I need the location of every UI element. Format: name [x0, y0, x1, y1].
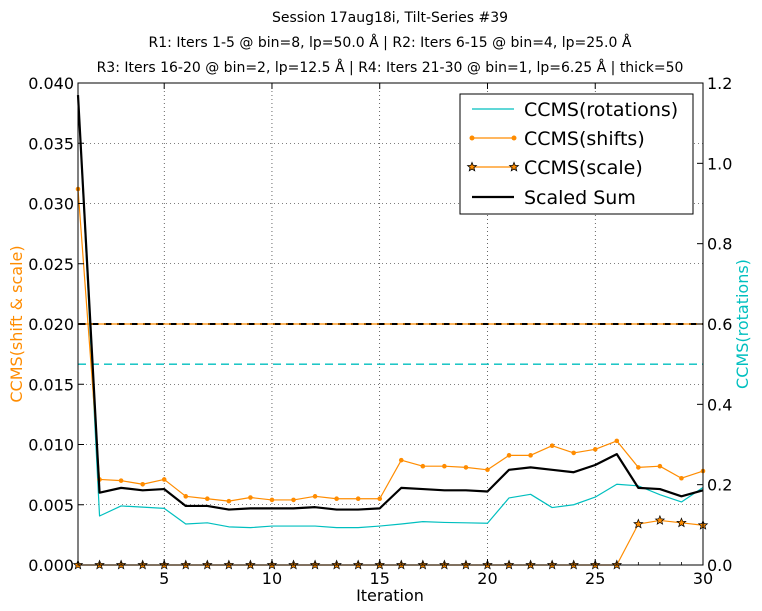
shifts-point: [636, 465, 641, 470]
shifts-point: [226, 498, 232, 504]
series-0: [77, 95, 704, 529]
y-left-tick-label: 0.005: [28, 496, 74, 515]
legend-label-sum: Scaled Sum: [524, 187, 636, 209]
y-right-tick-label: 0.2: [707, 476, 732, 495]
legend-label-rotations: CCMS(rotations): [524, 99, 678, 121]
y-left-tick-label: 0.025: [28, 255, 74, 274]
y-left-tick-label: 0.010: [28, 436, 74, 455]
series-1: [75, 186, 706, 504]
y-left-tick-label: 0.020: [28, 315, 74, 334]
shifts-point: [679, 475, 684, 481]
left-axis-label: CCMS(shift & scale): [7, 245, 26, 402]
shifts-point: [592, 447, 598, 452]
x-tick-label: 20: [477, 569, 497, 588]
shifts-point: [377, 496, 383, 502]
chart-title-line-1: Session 17aug18i, Tilt-Series #39: [272, 10, 508, 26]
shifts-point: [614, 438, 620, 444]
y-left-tick-label: 0.000: [28, 556, 74, 575]
y-right-tick-label: 1.0: [707, 154, 732, 173]
legend-label-shifts: CCMS(shifts): [524, 128, 645, 150]
y-left-tick-label: 0.030: [28, 195, 74, 214]
shifts-point: [485, 467, 490, 473]
y-right-tick-label: 0.4: [707, 395, 732, 414]
legend-swatch-shifts-marker-2: [511, 135, 517, 141]
x-tick-label: 25: [585, 569, 605, 588]
x-tick-label: 5: [159, 569, 169, 588]
shifts-point: [140, 481, 145, 487]
y-right-tick-label: 0.8: [707, 235, 732, 254]
shifts-point: [161, 477, 167, 482]
shifts-point: [571, 450, 576, 456]
legend-box: [459, 93, 694, 215]
shifts-point: [657, 463, 663, 469]
chart-title-line-3: R3: Iters 16-20 @ bin=2, lp=12.5 Å | R4:…: [97, 59, 684, 76]
legend: CCMS(rotations) CCMS(shifts) CCMS(scale)…: [459, 93, 694, 215]
shifts-point: [420, 463, 426, 469]
y-left-tick-label: 0.015: [28, 375, 74, 394]
x-tick-label: 10: [262, 569, 282, 588]
right-axis-label: CCMS(rotations): [733, 259, 752, 389]
y-right-tick-label: 1.2: [707, 74, 732, 93]
series-line-2: [78, 519, 704, 566]
shifts-point: [205, 496, 210, 502]
x-tick-label: 30: [693, 569, 713, 588]
shifts-point: [248, 495, 253, 500]
y-left-tick-label: 0.035: [28, 134, 74, 153]
shifts-point: [549, 443, 555, 449]
shifts-point: [528, 453, 533, 458]
legend-swatch-shifts-marker-1: [469, 135, 475, 141]
x-axis-label: Iteration: [356, 586, 424, 605]
series-3: [76, 94, 704, 511]
shifts-point: [463, 465, 469, 470]
shifts-point: [506, 453, 512, 458]
shifts-point: [355, 496, 361, 502]
scale-point: [633, 518, 644, 529]
shifts-point: [398, 457, 404, 463]
y-right-tick-label: 0.6: [707, 315, 732, 334]
shifts-point: [183, 494, 189, 499]
series-line-1: [77, 188, 704, 502]
series-line-0: [77, 95, 704, 529]
legend-label-scale: CCMS(scale): [524, 157, 643, 179]
x-tick-label: 15: [370, 569, 390, 588]
shifts-point: [118, 478, 124, 483]
reference-lines: [78, 323, 703, 365]
shifts-point: [442, 463, 447, 469]
shifts-point: [312, 494, 318, 499]
scale-point: [654, 514, 666, 525]
legend-swatch-scale-star-1: [466, 161, 478, 172]
shifts-point: [269, 497, 275, 503]
legend-swatch-scale-star-2: [508, 161, 520, 172]
shifts-point: [334, 496, 339, 502]
series-2: [72, 514, 709, 570]
shifts-point: [291, 497, 296, 503]
y-right-tick-label: 0.0: [707, 556, 732, 575]
scale-point: [676, 517, 687, 528]
y-left-tick-label: 0.040: [28, 74, 74, 93]
series-line-3: [76, 94, 704, 511]
ticks: 5 10 15 20 25 30 0.000 0.005 0.010 0.015 0.020 0.02…: [28, 74, 732, 588]
chart-title-line-2: R1: Iters 1-5 @ bin=8, lp=50.0 Å | R2: I…: [149, 34, 632, 51]
